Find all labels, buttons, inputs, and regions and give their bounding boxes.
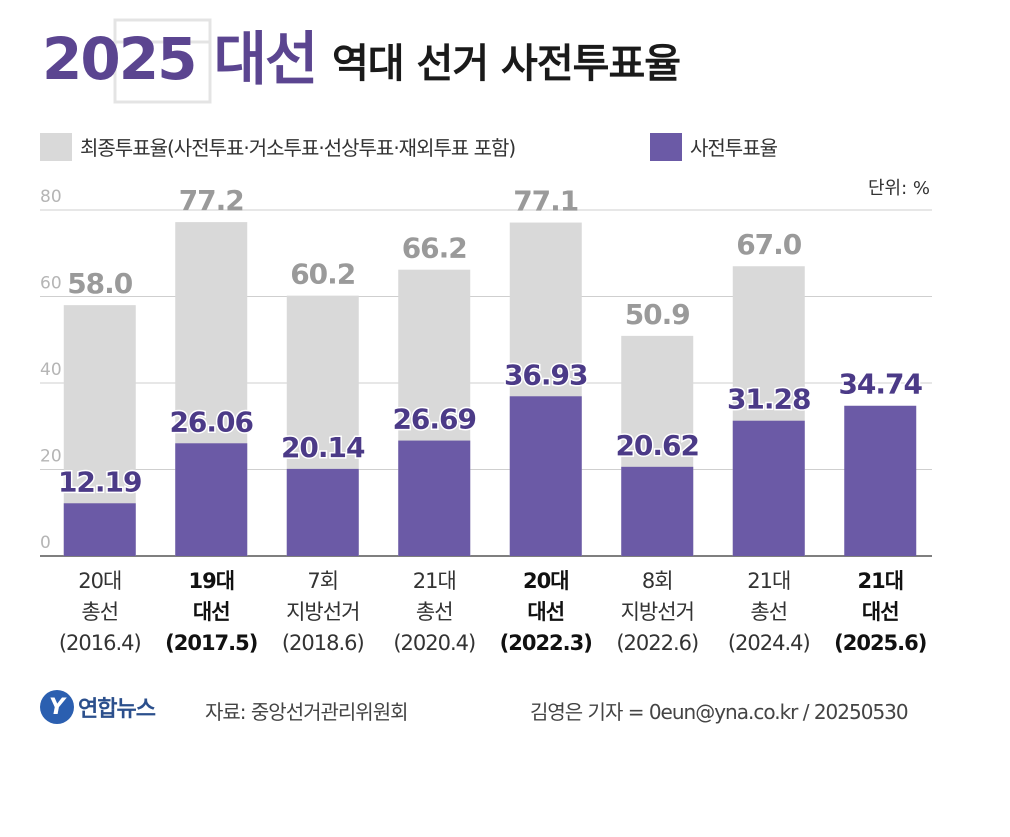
x-axis-label-line: 지방선거 [286,600,360,624]
data-label-final: 77.2 [179,184,244,217]
x-axis-label-line: (2022.6) [616,631,699,655]
source-text: 자료: 중앙선거관리위원회 [205,700,408,724]
x-axis-label-line: 총선 [415,600,454,624]
x-axis-label-line: 20대 [78,569,122,593]
x-axis-label-line: 총선 [81,600,119,624]
x-axis-label-line: 20대 [522,569,570,593]
x-axis-label-line: (2020.4) [393,631,476,655]
x-axis-label-line: (2022.3) [499,631,593,655]
page-title: 역대 선거 사전투표율 [332,41,681,87]
bar-early [732,420,805,556]
data-label-final: 67.0 [736,228,802,261]
x-axis-label-line: 21대 [412,569,457,593]
data-label-early: 31.28 [727,383,811,416]
y-tick-label: 60 [40,274,62,294]
legend-final: 최종투표율(사전투표·거소투표·선상투표·재외투표 포함) [40,132,516,161]
y-tick-label: 80 [40,187,62,207]
legend-early: 사전투표율 [650,132,778,161]
bar-early [63,503,136,556]
x-axis-label-line: 21대 [857,569,904,593]
data-label-early: 36.93 [504,358,588,391]
title-year: 2025 대선 [42,25,318,93]
legend-swatch-final [40,132,72,161]
x-axis-label-line: 대선 [192,600,231,624]
credit-text: 김영은 기자 = 0eun@yna.co.kr / 20250530 [530,700,909,724]
x-axis-label-line: 21대 [747,569,791,593]
x-axis-label-line: (2016.4) [58,631,142,655]
x-axis-label-line: (2018.6) [281,631,365,655]
bar-early [175,443,248,556]
data-label-final: 77.1 [513,185,578,218]
data-label-final: 66.2 [402,232,467,265]
legend-label-final: 최종투표율(사전투표·거소투표·선상투표·재외투표 포함) [80,136,516,160]
x-axis-label-line: 19대 [188,569,235,593]
x-axis-label-line: 8회 [641,569,674,593]
bar-early [509,396,582,556]
x-axis-label-line: 7회 [307,569,339,593]
data-label-final: 58.0 [67,267,133,300]
data-label-final: 50.9 [625,298,690,331]
data-label-early: 20.14 [281,431,365,464]
data-label-early: 26.69 [392,403,476,436]
logo-text: 연합뉴스 [78,697,156,722]
bar-early [286,468,359,556]
y-tick-label: 40 [40,360,62,380]
bar-early [398,440,471,556]
data-label-early: 12.19 [58,465,142,498]
data-label-early: 26.06 [169,405,253,438]
x-axis-label-line: (2024.4) [727,631,811,655]
yonhap-logo: Y 연합뉴스 [40,690,156,724]
data-label-early: 34.74 [838,368,922,401]
x-axis-label-line: 대선 [527,600,565,624]
unit-label: 단위: % [867,178,930,199]
x-axis-label-line: 대선 [861,600,900,624]
legend-label-early: 사전투표율 [690,136,778,160]
yonhap-logo-icon: Y [40,690,74,724]
legend-swatch-early [650,132,682,161]
data-label-final: 60.2 [290,258,355,291]
bar-chart: 0 20 40 60 80 58.0 12.19 77.2 26.06 60.2 20.14 66.2… [40,184,932,557]
x-axis-label-line: 총선 [750,600,788,624]
x-axis-label-line: (2017.5) [165,631,258,655]
bar-early [844,405,917,556]
y-tick-label: 20 [40,447,62,467]
x-axis-label-line: 지방선거 [620,600,695,624]
ballot-box-decoration [113,18,212,104]
bar-early [621,466,694,556]
y-tick-label: 0 [40,533,51,553]
data-label-early: 20.62 [615,429,699,462]
x-axis-label-line: (2025.6) [834,631,927,655]
